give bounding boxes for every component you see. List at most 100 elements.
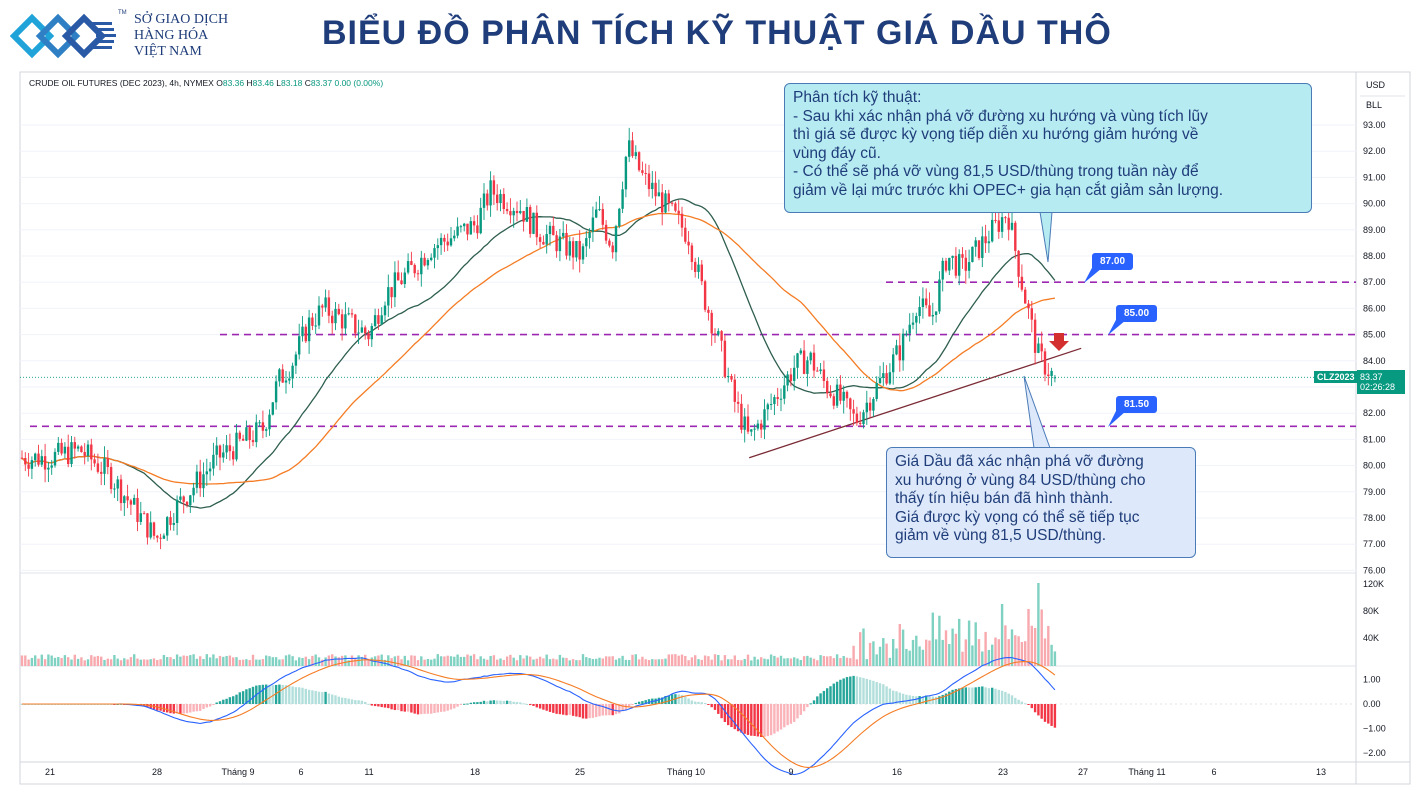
- volume-bar: [159, 659, 162, 666]
- macd-histogram-bar: [925, 695, 928, 704]
- candle-body: [674, 203, 677, 211]
- candle-body: [496, 194, 499, 204]
- logo-line: SỞ GIAO DỊCH: [134, 12, 229, 27]
- volume-bar: [301, 658, 304, 666]
- macd-histogram-bar: [261, 684, 265, 704]
- logo-text: SỞ GIAO DỊCH HÀNG HÓA VIỆT NAM: [134, 12, 254, 60]
- volume-bar: [661, 659, 664, 666]
- macd-histogram-bar: [954, 689, 958, 704]
- volume-bar: [793, 657, 796, 666]
- macd-histogram-bar: [360, 700, 364, 704]
- candle-body: [324, 297, 327, 308]
- candle-body: [690, 245, 694, 262]
- macd-histogram-bar: [571, 704, 575, 716]
- price-tick-label: 86.00: [1363, 303, 1386, 313]
- candle-body: [948, 257, 951, 271]
- macd-histogram-bar: [591, 704, 595, 718]
- volume-bar: [1010, 629, 1014, 666]
- macd-histogram-bar: [175, 704, 179, 714]
- volume-bar: [449, 656, 453, 666]
- volume-bar: [842, 655, 845, 666]
- volume-bar: [60, 658, 63, 666]
- macd-histogram-bar: [383, 704, 387, 708]
- candle-body: [459, 226, 463, 228]
- volume-bar: [769, 654, 773, 666]
- volume-bar: [162, 654, 166, 666]
- macd-histogram-bar: [637, 701, 641, 704]
- macd-histogram-bar: [469, 702, 472, 704]
- candle-body: [37, 453, 40, 465]
- candle-body: [1007, 217, 1010, 230]
- candle-body: [779, 398, 783, 400]
- volume-bar: [436, 654, 439, 666]
- macd-histogram-bar: [694, 701, 697, 704]
- volume-bar: [271, 657, 274, 666]
- trendline[interactable]: [748, 347, 1082, 459]
- volume-bar: [222, 656, 225, 666]
- candle-body: [783, 385, 786, 399]
- candle-body: [1014, 222, 1017, 251]
- macd-histogram-bar: [918, 696, 921, 704]
- candle-body: [172, 522, 175, 525]
- volume-bar: [486, 659, 489, 666]
- volume-bar: [750, 660, 753, 666]
- volume-bar: [621, 655, 624, 666]
- candle-body: [248, 427, 251, 441]
- macd-histogram-bar: [862, 677, 865, 704]
- candle-body: [1010, 222, 1014, 230]
- macd-histogram-bar: [707, 704, 710, 705]
- time-tick-label: Tháng 11: [1128, 767, 1165, 777]
- candle-body: [961, 254, 964, 258]
- candle-body: [852, 409, 855, 414]
- candle-body: [185, 501, 189, 506]
- legend-high: 83.46: [252, 78, 274, 88]
- volume-bar: [951, 628, 954, 666]
- candle-body: [849, 398, 852, 410]
- volume-bar: [987, 649, 991, 666]
- candle-body: [694, 261, 697, 272]
- volume-bar: [835, 654, 839, 666]
- candle-body: [119, 479, 123, 504]
- symbol-tag: CLZ2023: [1314, 371, 1358, 383]
- candle-body: [621, 189, 624, 209]
- volume-bar: [628, 660, 631, 666]
- volume-bar: [331, 654, 334, 666]
- level-label-81-5[interactable]: 81.50: [1116, 396, 1158, 413]
- level-label-87[interactable]: 87.00: [1092, 253, 1134, 270]
- volume-bar: [340, 655, 344, 666]
- macd-histogram-bar: [294, 687, 298, 704]
- candle-body: [245, 427, 248, 441]
- volume-bar: [915, 635, 918, 666]
- candle-body: [670, 202, 674, 204]
- macd-histogram-bar: [872, 680, 875, 704]
- annotation-breakout: Giá Dầu đã xác nhận phá vỡ đường xu hướn…: [886, 447, 1196, 558]
- candle-body: [901, 333, 905, 361]
- macd-histogram-bar: [892, 690, 895, 704]
- candle-body: [159, 537, 162, 539]
- macd-histogram-bar: [855, 676, 859, 704]
- macd-histogram-bar: [274, 684, 278, 704]
- candle-body: [1053, 377, 1057, 379]
- candle-body: [964, 257, 967, 271]
- macd-histogram-bar: [895, 691, 898, 704]
- macd-histogram-bar: [657, 697, 661, 704]
- macd-histogram-bar: [1053, 704, 1057, 728]
- macd-histogram-bar: [984, 687, 987, 704]
- volume-bar: [647, 660, 651, 666]
- candle-body: [760, 423, 763, 430]
- legend-low: 83.18: [281, 78, 303, 88]
- volume-bar: [783, 658, 786, 666]
- macd-histogram-bar: [370, 704, 373, 706]
- candle-body: [918, 307, 921, 317]
- candle-body: [941, 260, 944, 280]
- level-label-85[interactable]: 85.00: [1116, 305, 1158, 322]
- volume-bar: [466, 654, 469, 666]
- volume-bar: [202, 658, 205, 666]
- candle-body: [189, 495, 192, 506]
- macd-histogram-bar: [710, 704, 713, 708]
- macd-histogram-bar: [667, 695, 670, 704]
- candle-body: [618, 208, 621, 227]
- candle-body: [456, 226, 459, 236]
- volume-bar: [24, 655, 27, 666]
- volume-bar: [1033, 628, 1037, 666]
